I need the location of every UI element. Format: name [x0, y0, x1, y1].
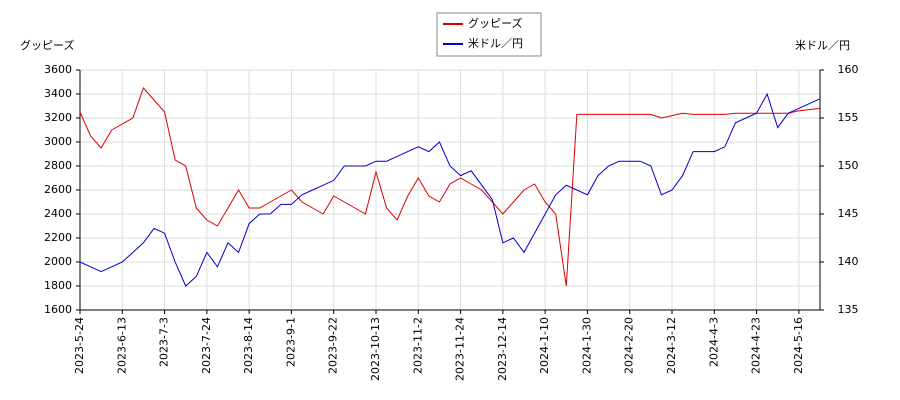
legend-label: 米ドル／円: [468, 37, 523, 50]
x-tick-label: 2024-1-10: [538, 317, 551, 374]
y-tick-label: 3200: [44, 111, 72, 124]
y-tick-label: 2800: [44, 159, 72, 172]
x-tick-label: 2023-5-24: [73, 317, 86, 374]
series-line: [79, 92, 821, 287]
x-tick-label: 2024-1-30: [580, 317, 593, 374]
x-tick-label: 2023-9-22: [327, 317, 340, 374]
y-tick-label: 2400: [44, 207, 72, 220]
y-tick-label: 1800: [44, 279, 72, 292]
x-tick-label: 2023-10-13: [369, 317, 382, 381]
y2-tick-label: 135: [838, 303, 859, 316]
legend-label: グッピーズ: [468, 16, 522, 30]
x-tick-label: 2024-5-16: [792, 317, 805, 374]
y-tick-label: 3000: [44, 135, 72, 148]
x-tick-label: 2023-7-24: [200, 317, 213, 374]
x-tick-label: 2023-7-3: [158, 317, 171, 367]
x-tick-label: 2024-4-23: [750, 317, 763, 374]
x-tick-label: 2024-4-3: [707, 317, 720, 367]
series-line: [79, 87, 821, 287]
y-tick-label: 1600: [44, 303, 72, 316]
y2-tick-label: 145: [838, 207, 859, 220]
x-tick-label: 2023-11-24: [454, 317, 467, 381]
y-tick-label: 2600: [44, 183, 72, 196]
y2-tick-label: 155: [838, 111, 859, 124]
x-tick-label: 2023-12-14: [496, 317, 509, 381]
y2-tick-label: 140: [838, 255, 859, 268]
x-tick-label: 2023-9-1: [284, 317, 297, 367]
y-tick-label: 2200: [44, 231, 72, 244]
x-tick-label: 2023-6-13: [115, 317, 128, 374]
y2-tick-label: 160: [838, 63, 859, 76]
y-tick-label: 3600: [44, 63, 72, 76]
y-tick-label: 2000: [44, 255, 72, 268]
legend-box: [436, 12, 542, 57]
x-tick-label: 2023-8-14: [242, 317, 255, 374]
y-tick-label: 3400: [44, 87, 72, 100]
y2-axis-label: 米ドル／円: [795, 39, 850, 52]
x-tick-label: 2024-2-20: [623, 317, 636, 374]
x-tick-label: 2024-3-12: [665, 317, 678, 374]
x-tick-label: 2023-11-2: [411, 317, 424, 374]
y-axis-label: グッピーズ: [20, 38, 74, 52]
y2-tick-label: 150: [838, 159, 859, 172]
